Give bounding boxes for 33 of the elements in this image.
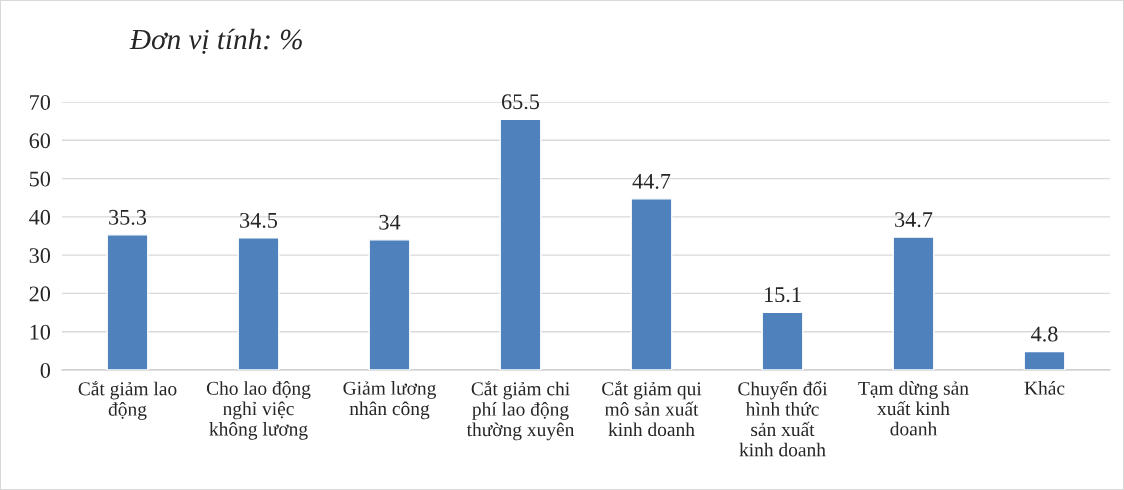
x-tick-label: Chuyển đổi hình thức sản xuất kinh doanh <box>738 381 828 457</box>
y-tick-label: 20 <box>29 286 51 302</box>
y-tick-label: 70 <box>30 94 51 110</box>
bar <box>630 198 673 370</box>
data-label: 34.7 <box>895 212 933 228</box>
bar <box>761 311 804 370</box>
data-label: 4.8 <box>1031 326 1058 342</box>
y-tick-label: 40 <box>29 209 51 225</box>
data-label: 65.5 <box>502 94 540 110</box>
y-tick-label: 50 <box>29 171 51 187</box>
data-label: 15.1 <box>765 287 801 303</box>
data-label: 44.7 <box>632 173 671 189</box>
y-tick-label: 10 <box>30 324 51 340</box>
x-tick-label: Cắt giảm qui mô sản xuất kinh doanh <box>602 381 702 437</box>
data-label: 34 <box>379 214 401 230</box>
x-tick-label: Tạm dừng sản xuất kinh doanh <box>858 381 969 436</box>
y-tick-label: 60 <box>29 133 51 149</box>
chart-title: Đơn vị tính: % <box>129 28 302 54</box>
bar <box>106 234 149 370</box>
bar <box>892 236 935 370</box>
data-label: 34.5 <box>240 212 278 228</box>
bar <box>237 237 280 370</box>
y-tick-label: 0 <box>40 362 51 378</box>
x-tick-label: Khác <box>1024 381 1065 395</box>
x-tick-label: Cắt giảm chi phí lao động thường xuyên <box>466 381 575 441</box>
bar <box>368 239 411 370</box>
data-label: 35.3 <box>109 209 147 225</box>
x-tick-label: Giảm lương nhân công <box>343 381 436 420</box>
bar <box>1023 350 1066 370</box>
y-tick-label: 30 <box>29 248 51 264</box>
bar <box>499 118 542 370</box>
x-tick-label: Cắt giảm lao động <box>78 381 177 420</box>
x-tick-label: Cho lao động nghỉ việc không lương <box>206 381 311 440</box>
